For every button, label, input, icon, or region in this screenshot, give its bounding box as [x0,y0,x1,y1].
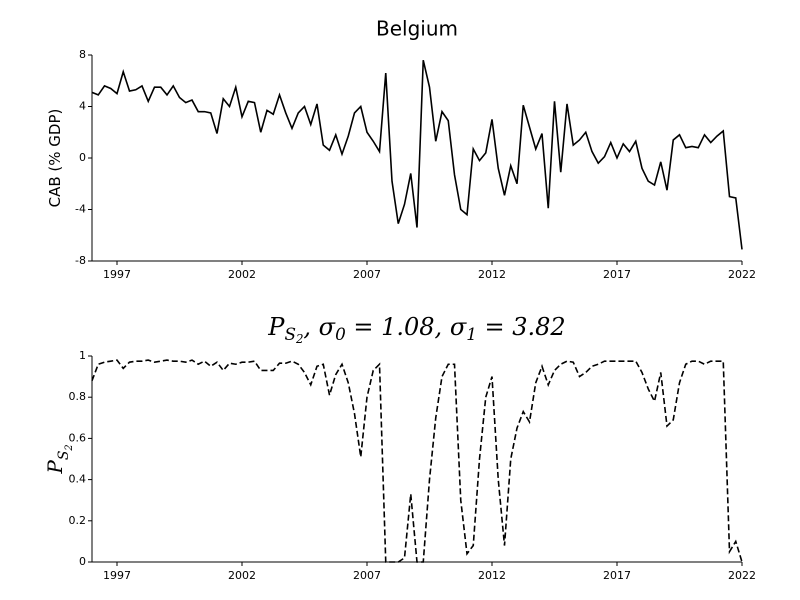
y-tick-label: 8 [79,48,86,61]
data-line [91,59,743,250]
x-tick-label: 1997 [103,268,131,281]
y-tick-label: 4 [79,100,86,113]
chart-title: Belgium [376,17,458,41]
x-tick-label: 2022 [728,268,756,281]
y-tick-label: 0.2 [69,514,87,527]
y-tick-label: 0 [79,555,86,568]
x-tick-label: 2012 [478,268,506,281]
y-tick-label: 0.8 [69,390,87,403]
x-tick-label: 2002 [228,268,256,281]
x-tick-label: 1997 [103,569,131,582]
y-tick-label: 1 [79,349,86,362]
chart-title: PS2, σ0 = 1.08, σ1 = 3.82 [267,313,565,347]
y-tick-label: -8 [75,254,86,267]
x-tick-label: 2017 [603,569,631,582]
x-tick-label: 2022 [728,569,756,582]
y-tick-label: -4 [75,203,86,216]
x-tick-label: 2017 [603,268,631,281]
y-axis-label: CAB (% GDP) [46,109,64,208]
x-tick-label: 2007 [353,569,381,582]
y-axis-label: PS2 [43,444,75,474]
y-tick-label: 0 [79,151,86,164]
y-tick-label: 0.4 [69,473,87,486]
y-tick-label: 0.6 [69,431,87,444]
x-tick-label: 2002 [228,569,256,582]
x-tick-label: 2007 [353,268,381,281]
x-tick-label: 2012 [478,569,506,582]
data-line [91,359,743,563]
